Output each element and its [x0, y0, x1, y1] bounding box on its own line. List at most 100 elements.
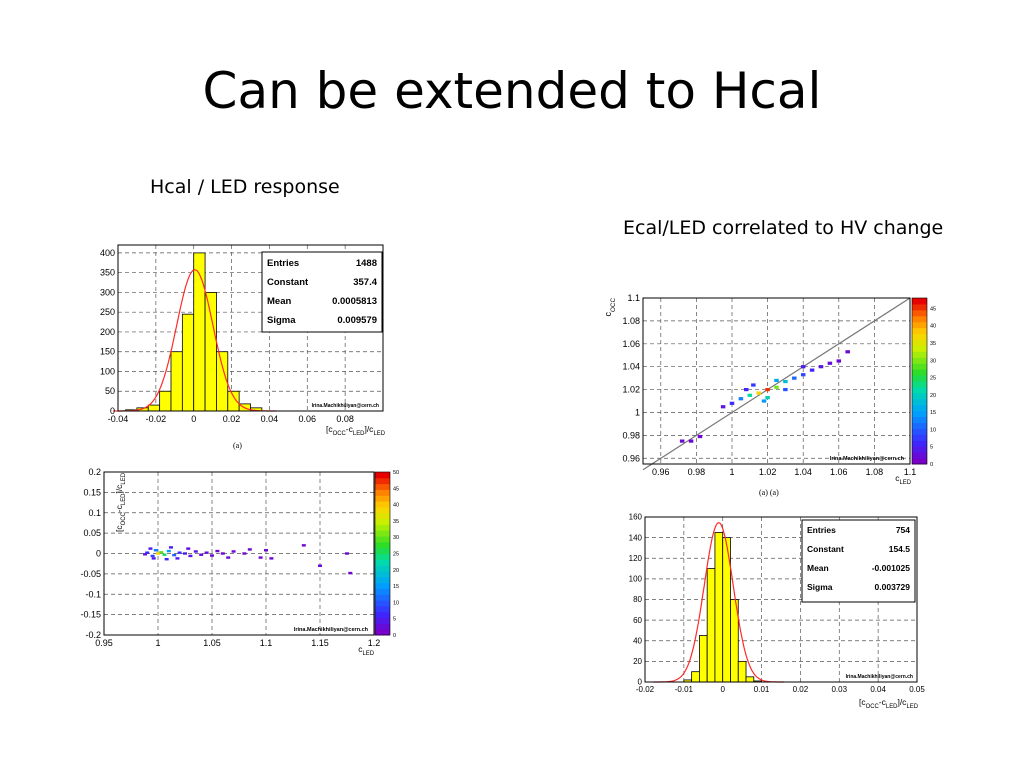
y-tick-label: 0.2 — [88, 467, 101, 477]
colorbar-tick-label: 25 — [930, 376, 936, 382]
stats-label: Entries — [267, 258, 299, 269]
y-tick-label: 400 — [100, 248, 115, 258]
heatmap-cell — [697, 434, 703, 439]
author-signature: Irina.Machikhiliyan@cern.ch — [830, 456, 905, 462]
colorbar-segment — [912, 428, 927, 435]
histogram-bar — [147, 404, 161, 412]
x-tick-label: 1.05 — [203, 638, 221, 648]
heatmap-cell — [156, 552, 160, 555]
y-tick-label: 120 — [629, 554, 643, 563]
colorbar-tick-label: 25 — [393, 552, 399, 558]
plot-frame — [644, 516, 918, 683]
y-tick-label: 40 — [633, 636, 642, 645]
heatmap-cell — [168, 546, 173, 549]
heatmap-cell — [756, 391, 761, 395]
histogram-bar — [193, 252, 206, 412]
heatmap-cell — [761, 399, 767, 403]
colorbar-tick-label: 45 — [393, 486, 399, 492]
heatmap-cell — [345, 552, 349, 555]
y-tick-label: 200 — [100, 327, 115, 337]
colorbar-segment — [375, 512, 390, 520]
heatmap-cell — [215, 549, 220, 553]
histogram-bar — [159, 390, 172, 412]
colorbar-tick-label: 30 — [393, 535, 399, 541]
heatmap-cell — [836, 359, 842, 363]
y-tick-label: 1.08 — [622, 316, 640, 326]
heatmap-cell — [145, 551, 150, 554]
heatmap-cell — [720, 405, 726, 409]
identity-line — [642, 297, 911, 471]
colorbar-segment — [375, 495, 390, 502]
colorbar-tick-label: 45 — [930, 306, 936, 312]
caption-hcal-led-response: Hcal / LED response — [150, 176, 340, 198]
stats-value: 357.4 — [353, 277, 377, 288]
colorbar-frame — [374, 471, 391, 636]
y-tick-label: -0.05 — [80, 569, 101, 579]
colorbar-segment — [375, 600, 390, 607]
histogram-bar — [227, 390, 240, 412]
histogram-bar — [745, 676, 755, 683]
heatmap-cell — [177, 551, 182, 554]
colorbar-segment — [375, 623, 390, 630]
histogram-bar — [706, 568, 716, 683]
x-tick-label: -0.02 — [636, 685, 655, 694]
colorbar-segment — [912, 410, 927, 418]
colorbar-segment — [912, 392, 927, 400]
y-tick-label: 1.06 — [622, 339, 640, 349]
colorbar-segment — [375, 582, 390, 589]
y-tick-label: 100 — [100, 366, 115, 376]
x-tick-label: 0 — [720, 685, 725, 694]
colorbar-segment — [912, 434, 927, 441]
histogram-bar — [691, 671, 700, 683]
colorbar-tick-label: 40 — [930, 324, 936, 330]
colorbar-segment — [912, 386, 927, 394]
heatmap-cell — [193, 550, 198, 553]
colorbar-segment — [375, 536, 390, 543]
colorbar-tick-label: 35 — [393, 519, 399, 525]
heatmap-cell — [162, 553, 167, 556]
heatmap-cell — [679, 439, 685, 443]
heatmap-cell — [151, 557, 156, 560]
heatmap-cell — [783, 379, 788, 384]
heatmap-cell — [800, 365, 806, 369]
heatmap-cell — [264, 549, 268, 552]
y-tick-label: 0.98 — [622, 430, 640, 440]
heatmap-cell — [175, 557, 180, 560]
colorbar-segment — [375, 547, 390, 554]
x-tick-label: -0.01 — [675, 685, 694, 694]
colorbar-segment — [375, 570, 390, 578]
colorbar-tick-label: 20 — [393, 568, 399, 574]
heatmap-cell — [226, 556, 231, 559]
heatmap-cell — [348, 571, 353, 575]
colorbar-tick-label: 5 — [930, 445, 933, 451]
y-tick-label: 1 — [635, 407, 640, 417]
x-tick-label: 0.02 — [223, 414, 241, 424]
heatmap-cell — [688, 439, 694, 443]
stats-label: Mean — [807, 563, 829, 573]
y-tick-label: -0.2 — [85, 630, 101, 640]
colorbar-segment — [375, 541, 390, 549]
x-tick-label: 0 — [191, 414, 196, 424]
stats-label: Sigma — [267, 315, 296, 326]
colorbar-tick-label: 0 — [930, 462, 933, 468]
heatmap-cell — [247, 548, 252, 551]
heatmap-cell — [188, 554, 193, 558]
y-tick-label: 150 — [100, 347, 115, 357]
heatmap-cell — [183, 552, 187, 555]
heatmap-cell — [729, 401, 735, 405]
colorbar-tick-label: 10 — [930, 427, 936, 433]
heatmap-cell — [258, 556, 263, 559]
colorbar-tick-label: 35 — [930, 341, 936, 347]
y-tick-label: 0 — [96, 549, 101, 559]
colorbar-segment — [912, 369, 927, 376]
x-axis-label: [cOCC-cLED]/cLED — [859, 697, 918, 710]
colorbar-tick-label: 15 — [393, 584, 399, 590]
stats-value: 1488 — [356, 258, 377, 269]
colorbar-segment — [912, 351, 927, 358]
colorbar-segment — [375, 617, 390, 624]
colorbar-tick-label: 15 — [930, 410, 936, 416]
y-tick-label: 20 — [633, 657, 642, 666]
histogram-bar — [699, 635, 708, 683]
colorbar-tick-label: 20 — [930, 393, 936, 399]
x-tick-label: 1.02 — [759, 467, 777, 477]
